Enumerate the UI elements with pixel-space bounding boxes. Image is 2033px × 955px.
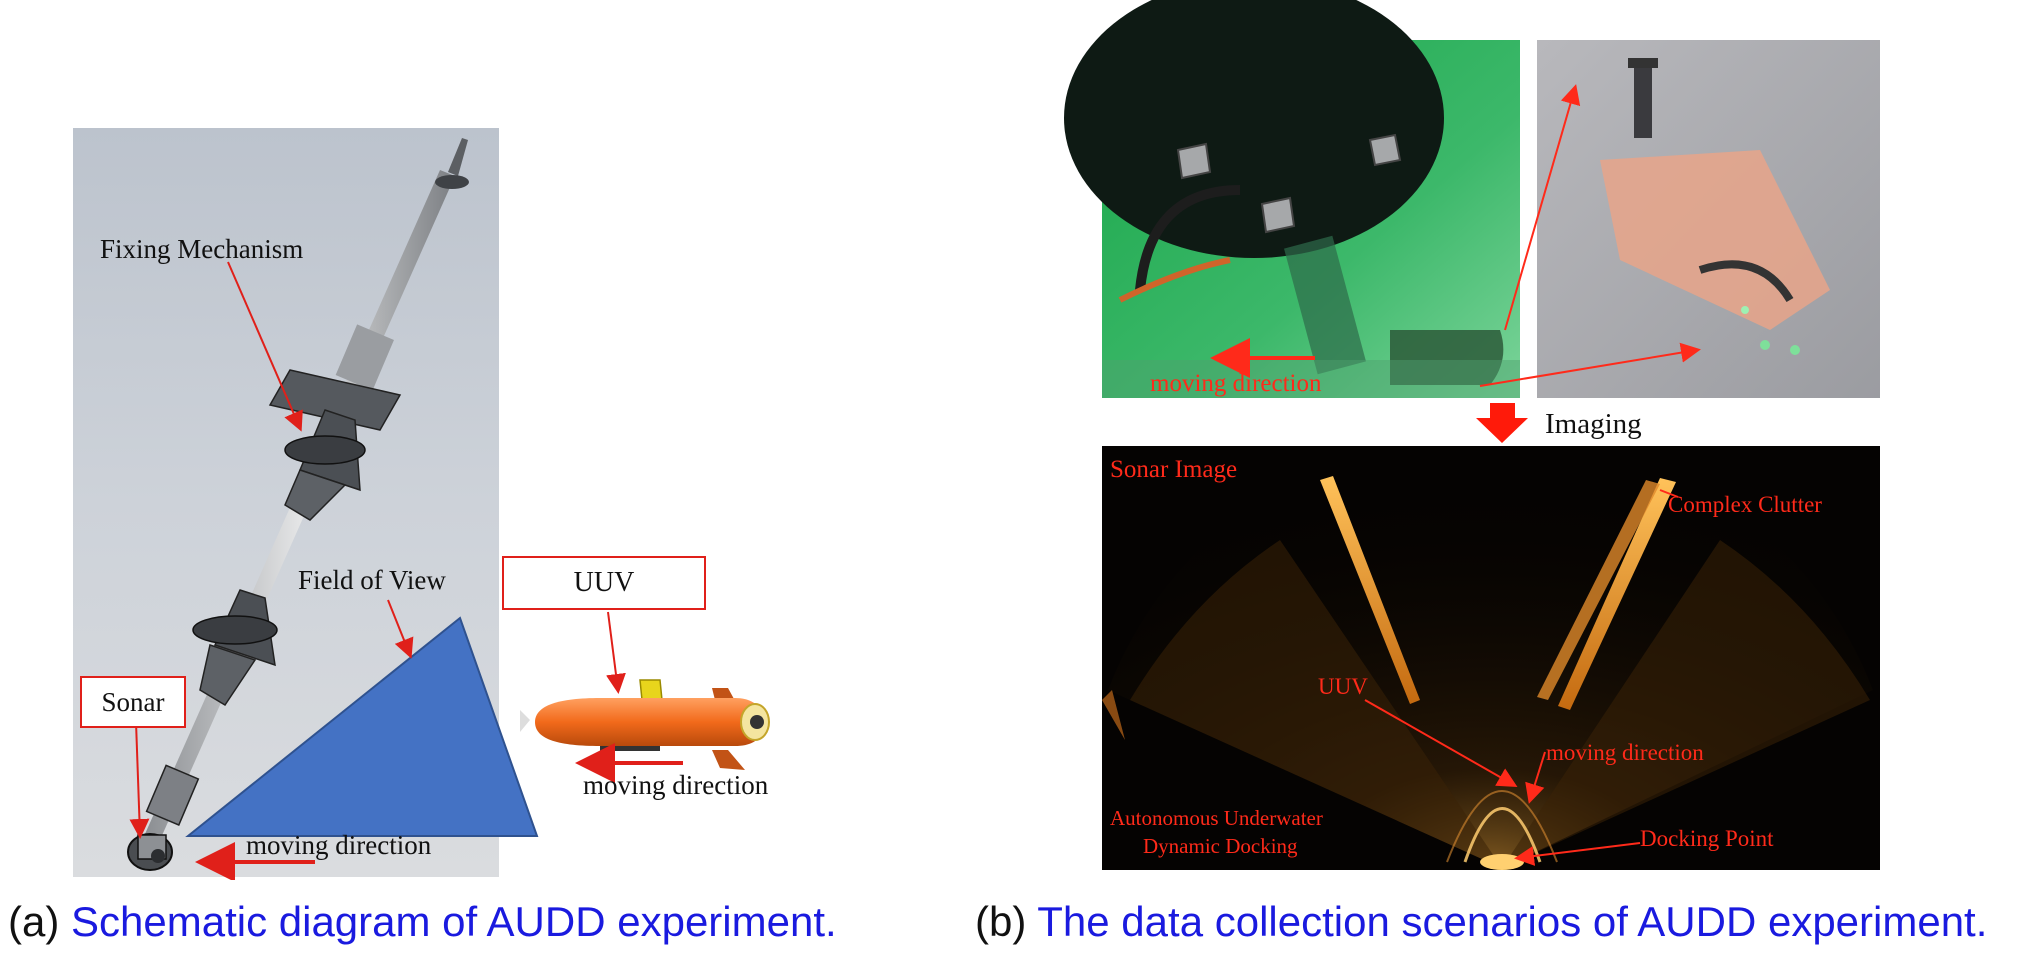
sonar-uuv-label: UUV [1318,674,1368,699]
audd-label-line2: Dynamic Docking [1143,834,1298,858]
uuv-label: UUV [573,567,635,598]
complex-clutter-arrow [1659,489,1679,498]
sonar-moving-direction-arrow [1525,751,1546,804]
docking-point-arrow [1514,842,1641,866]
sonar-image [1102,427,1880,870]
cross-arrow-lower [1479,342,1701,387]
uuv-vehicle [520,679,770,770]
surface-photo [1537,40,1880,398]
caption-a: (a) Schematic diagram of AUDD experiment… [8,898,837,946]
sonar-label-box: Sonar [80,676,186,728]
photo-moving-direction-label: moving direction [1150,370,1322,397]
fixing-mechanism-label: Fixing Mechanism [100,234,304,264]
caption-b-text: The data collection scenarios of AUDD ex… [1037,898,1988,945]
panel-a-drawing [73,128,770,880]
panel-b-drawing [1064,0,1880,870]
cross-arrow-upper [1504,84,1581,331]
imaging-down-arrow [1476,403,1528,443]
sonar-label: Sonar [101,686,165,717]
sonar-head [127,833,173,871]
caption-a-text: Schematic diagram of AUDD experiment. [71,898,837,945]
sonar-moving-direction-label: moving direction [1546,740,1704,765]
caption-a-tag: (a) [8,898,60,945]
field-of-view-triangle [185,616,539,837]
field-of-view-arrow [387,599,414,659]
caption-b: (b) The data collection scenarios of AUD… [975,898,1987,946]
caption-b-tag: (b) [975,898,1027,945]
imaging-label: Imaging [1545,408,1642,440]
field-of-view-label: Field of View [298,565,446,595]
sonar-uuv-arrow [1364,699,1518,787]
sonar-label-arrow [129,721,150,839]
complex-clutter-label: Complex Clutter [1668,492,1822,517]
sonar-image-title: Sonar Image [1110,456,1238,483]
uuv-moving-direction-label: moving direction [583,770,769,800]
underwater-photo [1064,0,1520,398]
docking-point-label: Docking Point [1640,826,1774,851]
audd-label-line1: Autonomous Underwater [1110,806,1323,830]
uuv-label-box: UUV [502,556,706,610]
sonar-moving-direction-label: moving direction [246,830,432,860]
pole-assembly [127,138,469,871]
fixing-mechanism-arrow [227,261,303,432]
uuv-label-arrow [606,611,626,694]
